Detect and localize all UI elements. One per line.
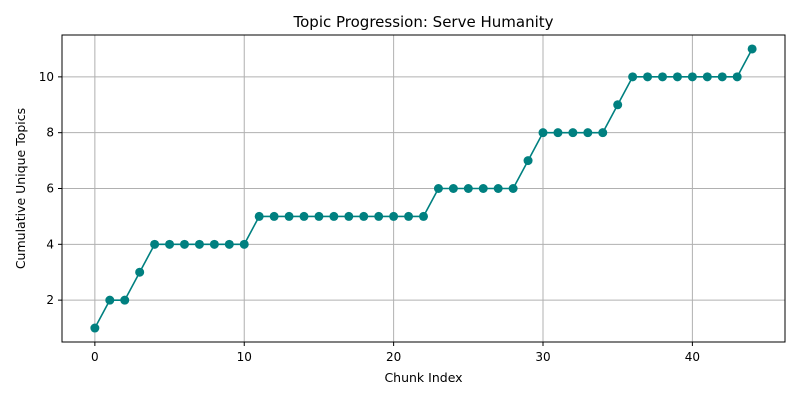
data-point [448,184,458,193]
data-point [209,239,219,249]
data-point [239,239,249,249]
data-point [359,211,369,221]
data-point [329,211,339,221]
data-point [553,128,563,138]
x-axis-ticks: 0 10 20 30 40 [91,342,700,364]
data-point [687,72,697,82]
y-tick-label: 8 [46,126,54,140]
data-point [179,239,189,249]
data-point [717,72,727,82]
data-point [105,295,115,305]
data-point [493,184,503,193]
data-point [747,44,757,54]
y-tick-label: 6 [46,182,54,196]
data-point [344,211,354,221]
data-point [314,211,324,221]
series-layer [90,44,757,333]
data-point [299,211,309,221]
data-point [224,239,234,249]
data-point [433,184,443,193]
data-point [389,211,399,221]
x-tick-label: 20 [386,350,401,364]
data-point [672,72,682,82]
y-tick-label: 4 [46,237,54,251]
x-tick-label: 10 [237,350,252,364]
y-tick-label: 10 [39,70,54,84]
data-point [419,211,428,221]
x-tick-label: 30 [535,350,550,364]
x-tick-label: 40 [685,350,700,364]
data-point [135,267,145,277]
y-tick-label: 2 [46,293,54,307]
data-point [628,72,638,82]
data-point [523,156,533,166]
data-point [404,211,414,221]
data-point [478,184,488,193]
data-point [374,211,384,221]
data-point [732,72,742,82]
y-axis-ticks: 2 4 6 8 10 [39,70,62,307]
data-point [613,100,623,110]
x-tick-label: 0 [91,350,99,364]
data-point [643,72,653,82]
data-point [165,239,175,249]
x-axis-label: Chunk Index [384,370,462,385]
data-point [254,211,264,221]
data-point [658,72,668,82]
chart-title: Topic Progression: Serve Humanity [293,13,554,31]
data-point [568,128,578,138]
data-point [194,239,204,249]
data-point [90,323,100,333]
data-point [583,128,593,138]
data-point [508,184,518,193]
data-point [598,128,608,138]
data-point [463,184,473,193]
data-point [269,211,279,221]
data-point [120,295,130,305]
y-axis-label: Cumulative Unique Topics [13,108,28,269]
data-point [538,128,548,138]
data-point [702,72,712,82]
data-point [150,239,160,249]
data-point [284,211,294,221]
